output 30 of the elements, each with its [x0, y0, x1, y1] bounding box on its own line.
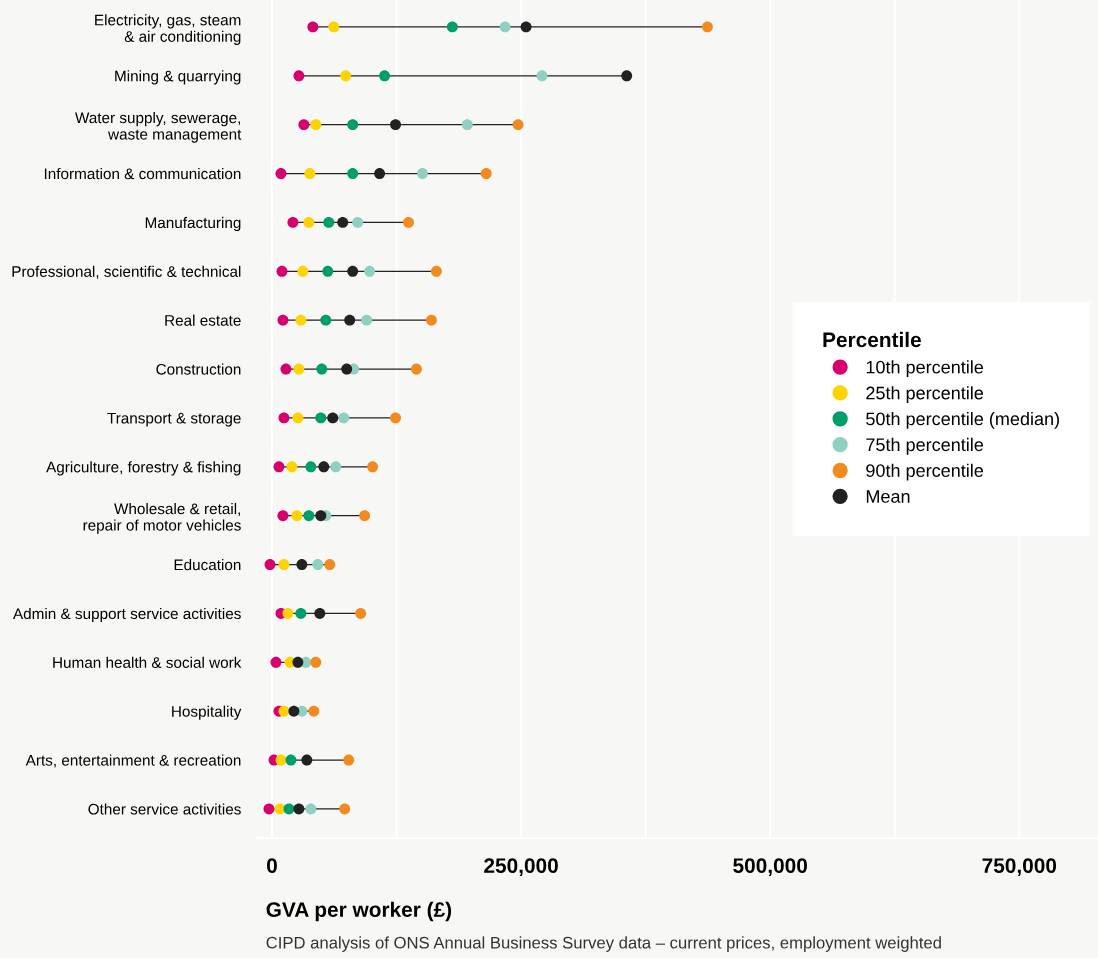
y-tick-label: Information & communication [44, 167, 241, 180]
y-tick-label: Agriculture, forestry & fishing [46, 461, 241, 476]
legend-label: 90th percentile [866, 463, 984, 481]
y-tick-label: Arts, entertainment & recreation [25, 754, 241, 768]
legend-label: 75th percentile [866, 437, 984, 455]
y-tick-label: Real estate [165, 314, 241, 326]
legend-label: 50th percentile (median) [866, 412, 1059, 429]
x-axis-title: GVA per worker (£) [266, 901, 452, 922]
y-tick-label: Electricity, gas, steam & air conditioning [95, 14, 241, 45]
y-tick-label: Wholesale & retail, repair of motor vehicles [83, 503, 241, 534]
x-tick-label: 750,000 [982, 858, 1057, 877]
text: CIPD analysis of ONS Annual Business Survey data – current prices, employment weighted [266, 936, 941, 952]
legend-label: 10th percentile [866, 360, 984, 378]
y-tick-label: Professional, scientific & technical [12, 265, 241, 279]
y-tick-label: Transport & storage [107, 412, 241, 427]
y-tick-label: Mining & quarrying [115, 70, 241, 85]
legend-label: 25th percentile [866, 386, 984, 403]
y-tick-label: Other service activities [88, 803, 241, 815]
x-tick-label: 0 [267, 858, 277, 873]
y-tick-label: Education [174, 559, 241, 571]
legend-label: Mean [866, 490, 910, 503]
x-tick-label: 250,000 [484, 858, 558, 877]
legend-title: Percentile [823, 331, 921, 348]
y-tick-label: Water supply, sewerage, waste management [75, 111, 242, 143]
x-tick-label: 500,000 [733, 858, 807, 877]
y-tick-label: Human health & social work [53, 656, 242, 668]
y-tick-label: Admin & support service activities [13, 607, 241, 623]
y-tick-label: Hospitality [172, 705, 242, 720]
y-tick-label: Construction [156, 363, 241, 375]
y-tick-label: Manufacturing [145, 216, 241, 232]
